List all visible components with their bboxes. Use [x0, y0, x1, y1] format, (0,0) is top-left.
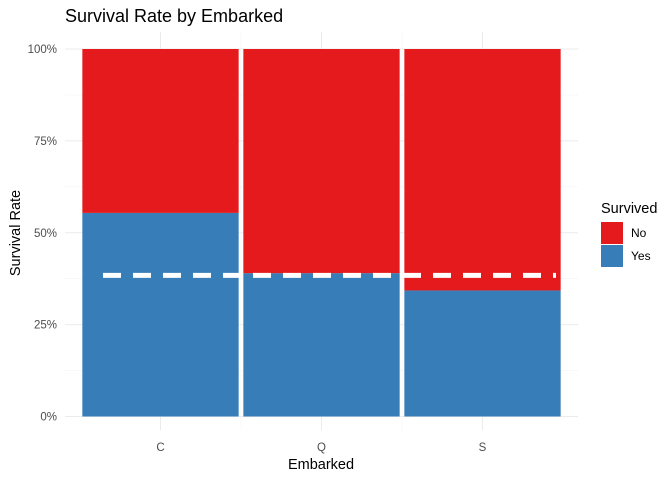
y-tick-label: 25%: [34, 320, 57, 332]
y-tick-label: 100%: [28, 44, 57, 56]
legend-label-no: No: [631, 226, 647, 240]
y-tick-label: 75%: [34, 136, 57, 148]
x-tick-label: S: [479, 442, 487, 454]
legend-label-yes: Yes: [631, 249, 651, 263]
y-tick-label: 50%: [34, 228, 57, 240]
x-tick-label: C: [156, 442, 164, 454]
y-axis-title: Survival Rate: [8, 190, 24, 276]
bar-C-no: [82, 49, 239, 213]
bar-Q-no: [243, 49, 400, 274]
bars: [82, 49, 561, 417]
bar-S-no: [404, 49, 561, 291]
x-tick-label: Q: [317, 442, 326, 454]
y-axis-ticks: 0% 25% 50% 75% 100%: [28, 44, 57, 424]
y-tick-label: 0%: [40, 412, 57, 424]
bar-Q-yes: [243, 273, 400, 417]
bar-S-yes: [404, 290, 561, 417]
legend: Survived No Yes: [601, 201, 657, 267]
legend-title: Survived: [601, 201, 657, 217]
x-axis-title: Embarked: [288, 457, 354, 473]
chart-title: Survival Rate by Embarked: [65, 6, 283, 26]
bar-C-yes: [82, 212, 239, 417]
legend-swatch-no: [601, 222, 623, 244]
legend-swatch-yes: [601, 245, 623, 267]
